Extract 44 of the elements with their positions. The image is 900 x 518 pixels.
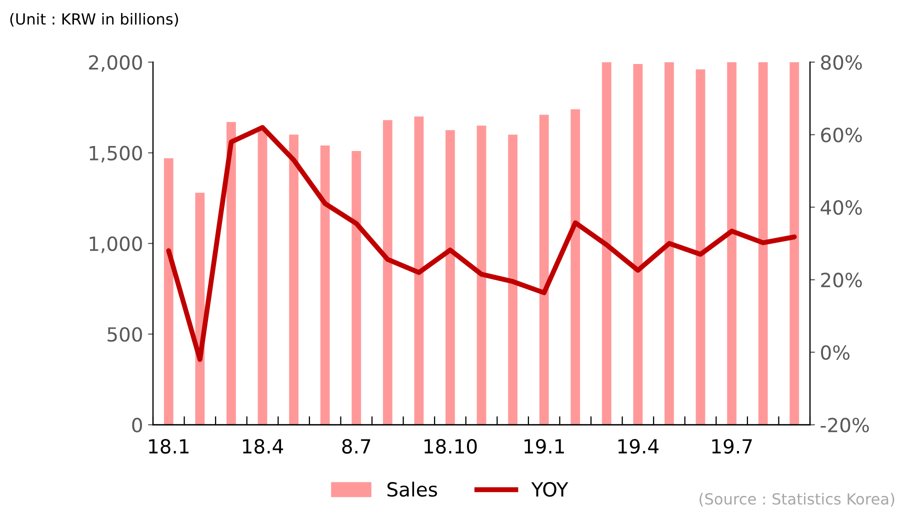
bar (320, 146, 330, 425)
bar (226, 122, 236, 425)
bar (352, 150, 362, 425)
y2-tick-label: -20% (820, 418, 869, 432)
bar (758, 62, 768, 425)
x-tick-label: 8.7 (342, 438, 370, 454)
y-tick-label: 2,000 (89, 55, 142, 72)
x-tick-label: 18.10 (424, 438, 477, 454)
y2-tick-label: 40% (820, 200, 862, 215)
x-tick-label: 18.4 (242, 438, 284, 454)
y-tick-label: 1,000 (90, 236, 142, 254)
bar (289, 134, 298, 425)
y2-tick-label: 60% (821, 128, 862, 142)
bar (382, 120, 392, 425)
x-tick-label: 19.1 (524, 438, 564, 454)
bar (602, 62, 612, 425)
legend-label: Sales (388, 482, 438, 497)
bar (570, 109, 580, 425)
bar (696, 69, 706, 425)
text: (Unit : KRW in billions) (10, 12, 178, 27)
bar (633, 64, 643, 425)
y2-tick-label: 20% (821, 272, 862, 288)
bar (790, 62, 800, 425)
bar (476, 126, 486, 425)
bar (508, 134, 518, 425)
bar (258, 129, 268, 425)
bar (664, 62, 674, 425)
text: (Source : Statistics Korea) (700, 492, 894, 506)
x-tick-label: 19.4 (618, 438, 658, 454)
x-tick-label: 18.1 (149, 438, 188, 454)
legend-label: YOY (531, 482, 568, 497)
y-tick-label: 0 (132, 418, 142, 432)
line-series (166, 125, 797, 362)
y2-tick-label: 80% (821, 55, 862, 70)
y-tick-label: 1,500 (90, 146, 142, 162)
bar (539, 114, 549, 425)
x-tick-label: 19.7 (712, 438, 752, 454)
bar (164, 158, 174, 425)
bar (414, 116, 424, 425)
bar (446, 130, 455, 425)
bar (195, 192, 205, 425)
bar (727, 62, 736, 425)
y2-tick-label: 0% (821, 345, 850, 360)
y-tick-label: 500 (108, 327, 142, 342)
